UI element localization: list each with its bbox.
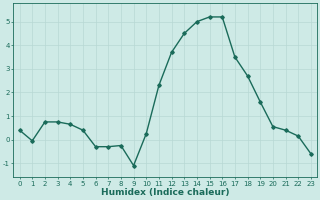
X-axis label: Humidex (Indice chaleur): Humidex (Indice chaleur)	[101, 188, 229, 197]
